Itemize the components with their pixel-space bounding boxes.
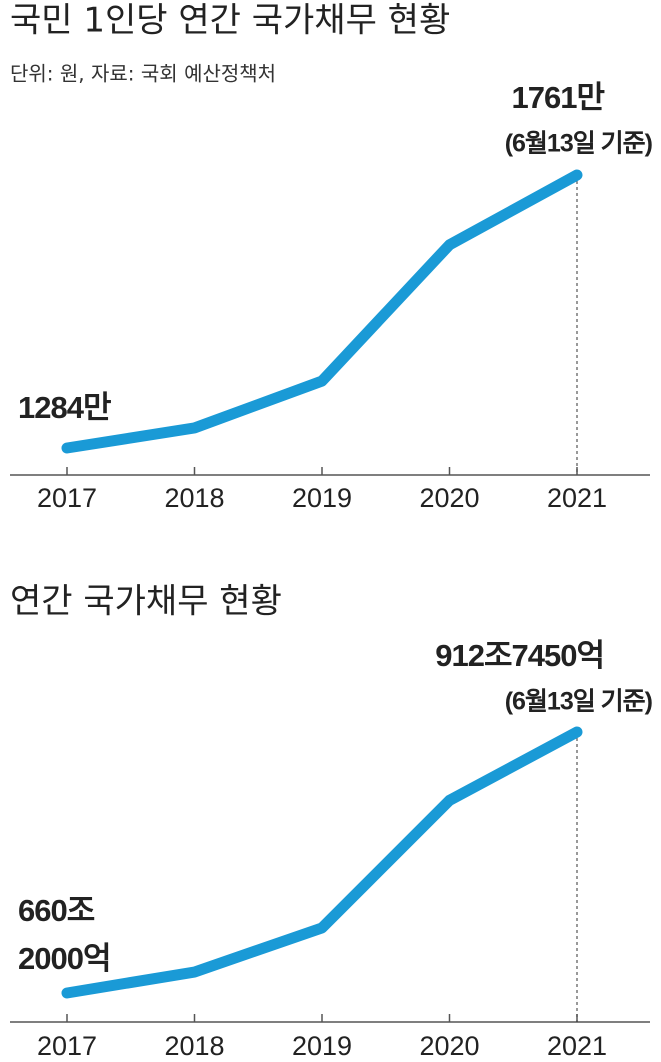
x-tick-label: 2020 (419, 1031, 479, 1061)
x-tick-label: 2021 (547, 483, 607, 513)
x-tick-label: 2019 (292, 483, 352, 513)
x-tick-label: 2017 (37, 483, 97, 513)
subtitle: 단위: 원, 자료: 국회 예산정책처 (10, 62, 276, 86)
x-tick-label: 2018 (164, 483, 224, 513)
data-line (61, 169, 583, 454)
value-label: 1761만 (512, 80, 605, 115)
x-tick-label: 2017 (37, 1031, 97, 1061)
x-tick-label: 2021 (547, 1031, 607, 1061)
value-label: 660조 (18, 893, 95, 928)
x-tick-label: 2019 (292, 1031, 352, 1061)
annotation: (6월13일 기준) (505, 130, 653, 158)
x-tick-label: 2018 (164, 1031, 224, 1061)
annotation: (6월13일 기준) (505, 688, 653, 716)
chart-title: 연간 국가채무 현황 (10, 582, 282, 622)
value-label: 2000억 (18, 941, 110, 976)
value-label: 1284만 (18, 390, 111, 425)
chart-title: 국민 1인당 연간 국가채무 현황 (10, 1, 450, 41)
x-tick-label: 2020 (419, 483, 479, 513)
value-label: 912조7450억 (435, 638, 604, 673)
data-line (61, 726, 583, 999)
